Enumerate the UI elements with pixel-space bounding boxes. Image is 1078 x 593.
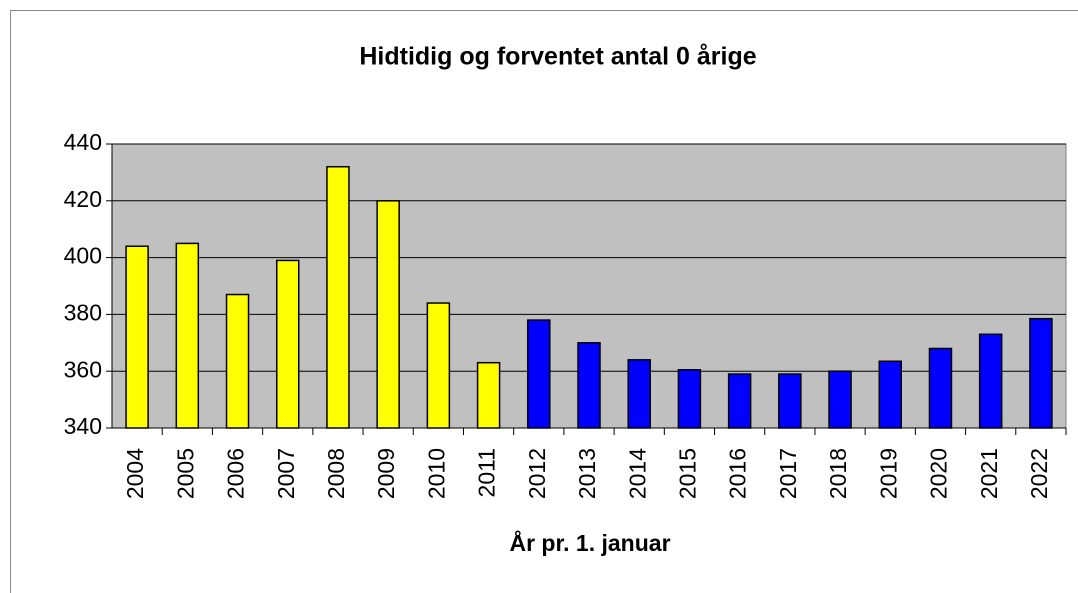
x-axis-title: År pr. 1. januar [509,529,670,556]
x-tick-label: 2014 [624,448,650,499]
bar [426,302,451,429]
y-tick-label: 400 [64,243,102,269]
bar [275,259,300,429]
bar [828,370,852,429]
x-tick-label: 2020 [926,448,952,499]
x-tick-label: 2005 [172,448,198,499]
y-tick-label: 360 [64,356,102,382]
bar [577,342,601,429]
x-tick-label: 2016 [725,448,751,499]
bar [627,359,651,429]
x-tick-label: 2009 [373,448,399,499]
bar [175,242,200,429]
x-tick-label: 2007 [273,448,299,499]
bar [125,245,149,429]
chart-title: Hidtidig og forventet antal 0 årige [359,43,756,71]
bar [376,200,400,429]
bar [978,333,1003,429]
x-tick-label: 2004 [122,448,148,499]
bar [326,165,350,429]
bar [527,319,551,429]
bar [476,361,501,429]
bar [225,293,250,429]
x-tick-label: 2008 [323,448,349,499]
x-tick-label: 2015 [674,448,700,499]
x-tick-label: 2019 [875,448,901,499]
y-tick-label: 340 [64,413,102,439]
x-tick-label: 2018 [825,448,851,499]
x-tick-label: 2022 [1026,448,1052,499]
bar [1029,317,1053,429]
bar [878,360,903,429]
x-tick-label: 2012 [524,448,550,499]
bar [928,347,953,429]
bar [778,373,802,429]
y-tick-label: 440 [64,129,102,155]
y-tick-label: 420 [64,186,102,212]
y-tick-label: 380 [64,299,102,325]
x-tick-label: 2010 [423,448,449,499]
x-tick-label: 2017 [775,448,801,499]
bar [677,369,702,429]
x-tick-label: 2021 [976,448,1002,499]
x-tick-label: 2011 [474,448,500,497]
bar [727,373,752,429]
x-tick-label: 2006 [223,448,249,499]
x-tick-label: 2013 [574,448,600,499]
